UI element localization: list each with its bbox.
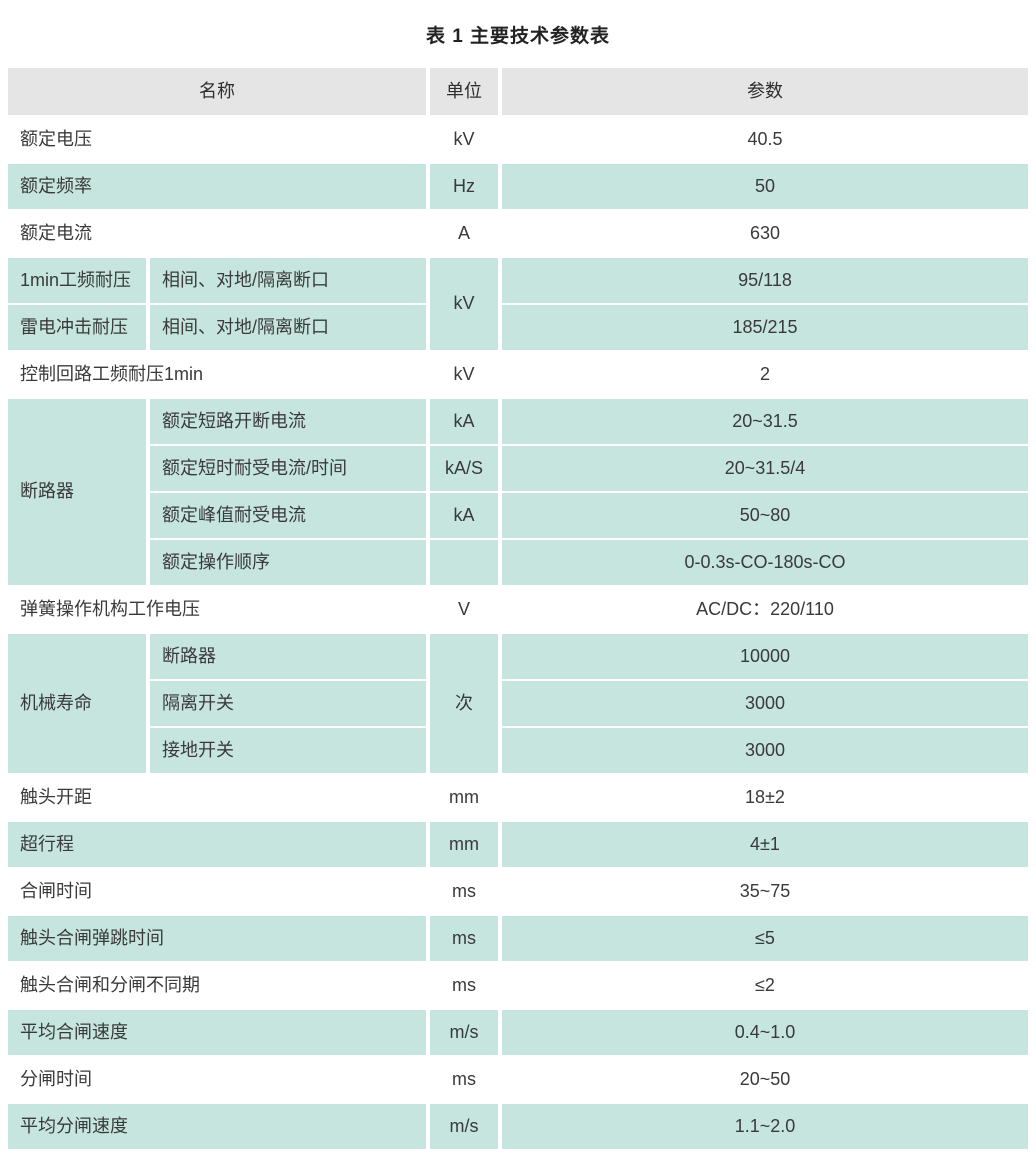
cell-name: 额定电流 xyxy=(8,211,426,256)
cell-value: 2 xyxy=(502,352,1028,397)
cell-unit: m/s xyxy=(430,1010,498,1055)
cell-value: 20~31.5/4 xyxy=(502,446,1028,491)
cell-name: 雷电冲击耐压 xyxy=(8,305,146,350)
cell-subname: 相间、对地/隔离断口 xyxy=(150,258,426,303)
cell-value: 0.4~1.0 xyxy=(502,1010,1028,1055)
cell-value: 95/118 xyxy=(502,258,1028,303)
cell-unit: kA/S xyxy=(430,446,498,491)
cell-unit: ms xyxy=(430,1057,498,1102)
cell-value: 18±2 xyxy=(502,775,1028,820)
header-name: 名称 xyxy=(8,68,426,115)
cell-unit: mm xyxy=(430,775,498,820)
cell-subname: 额定短路开断电流 xyxy=(150,399,426,444)
cell-value: 1.1~2.0 xyxy=(502,1104,1028,1149)
cell-value: AC/DC：220/110 xyxy=(502,587,1028,632)
cell-name: 机械寿命 xyxy=(8,634,146,773)
cell-value: 3000 xyxy=(502,728,1028,773)
cell-subname: 隔离开关 xyxy=(150,681,426,726)
cell-unit xyxy=(430,540,498,585)
cell-name: 分闸时间 xyxy=(8,1057,426,1102)
cell-name: 触头开距 xyxy=(8,775,426,820)
cell-subname: 额定操作顺序 xyxy=(150,540,426,585)
cell-value: 0-0.3s-CO-180s-CO xyxy=(502,540,1028,585)
cell-name: 平均分闸速度 xyxy=(8,1104,426,1149)
cell-value: 185/215 xyxy=(502,305,1028,350)
cell-unit: A xyxy=(430,211,498,256)
cell-value: 20~31.5 xyxy=(502,399,1028,444)
cell-unit: mm xyxy=(430,822,498,867)
cell-subname: 断路器 xyxy=(150,634,426,679)
cell-name: 额定电压 xyxy=(8,117,426,162)
cell-unit: kA xyxy=(430,493,498,538)
cell-unit: m/s xyxy=(430,1104,498,1149)
table-caption: 表 1 主要技术参数表 xyxy=(425,25,611,47)
parameters-table: 名称 单位 参数 额定电压 kV 40.5 额定频率 Hz 50 额定电流 A 630 1min工频耐压… xyxy=(8,68,1028,1149)
cell-value: 4±1 xyxy=(502,822,1028,867)
cell-unit: kV xyxy=(430,117,498,162)
cell-unit: Hz xyxy=(430,164,498,209)
cell-value: 20~50 xyxy=(502,1057,1028,1102)
cell-subname: 相间、对地/隔离断口 xyxy=(150,305,426,350)
cell-name: 合闸时间 xyxy=(8,869,426,914)
cell-value: 50 xyxy=(502,164,1028,209)
cell-value: 35~75 xyxy=(502,869,1028,914)
cell-subname: 额定峰值耐受电流 xyxy=(150,493,426,538)
cell-value: 10000 xyxy=(502,634,1028,679)
cell-name: 断路器 xyxy=(8,399,146,585)
cell-value: 40.5 xyxy=(502,117,1028,162)
cell-name: 1min工频耐压 xyxy=(8,258,146,303)
cell-unit: ms xyxy=(430,916,498,961)
cell-name: 触头合闸弹跳时间 xyxy=(8,916,426,961)
cell-value: 50~80 xyxy=(502,493,1028,538)
cell-unit: ms xyxy=(430,869,498,914)
header-param: 参数 xyxy=(502,68,1028,115)
header-unit: 单位 xyxy=(430,68,498,115)
cell-name: 超行程 xyxy=(8,822,426,867)
cell-subname: 额定短时耐受电流/时间 xyxy=(150,446,426,491)
cell-value: 3000 xyxy=(502,681,1028,726)
cell-subname: 接地开关 xyxy=(150,728,426,773)
cell-name: 平均合闸速度 xyxy=(8,1010,426,1055)
cell-unit: kA xyxy=(430,399,498,444)
cell-name: 触头合闸和分闸不同期 xyxy=(8,963,426,1008)
cell-name: 额定频率 xyxy=(8,164,426,209)
cell-value: 630 xyxy=(502,211,1028,256)
cell-value: ≤2 xyxy=(502,963,1028,1008)
cell-unit: kV xyxy=(430,258,498,350)
cell-unit: V xyxy=(430,587,498,632)
cell-unit: kV xyxy=(430,352,498,397)
cell-value: ≤5 xyxy=(502,916,1028,961)
cell-name: 弹簧操作机构工作电压 xyxy=(8,587,426,632)
cell-unit: 次 xyxy=(430,634,498,773)
cell-unit: ms xyxy=(430,963,498,1008)
cell-name: 控制回路工频耐压1min xyxy=(8,352,426,397)
